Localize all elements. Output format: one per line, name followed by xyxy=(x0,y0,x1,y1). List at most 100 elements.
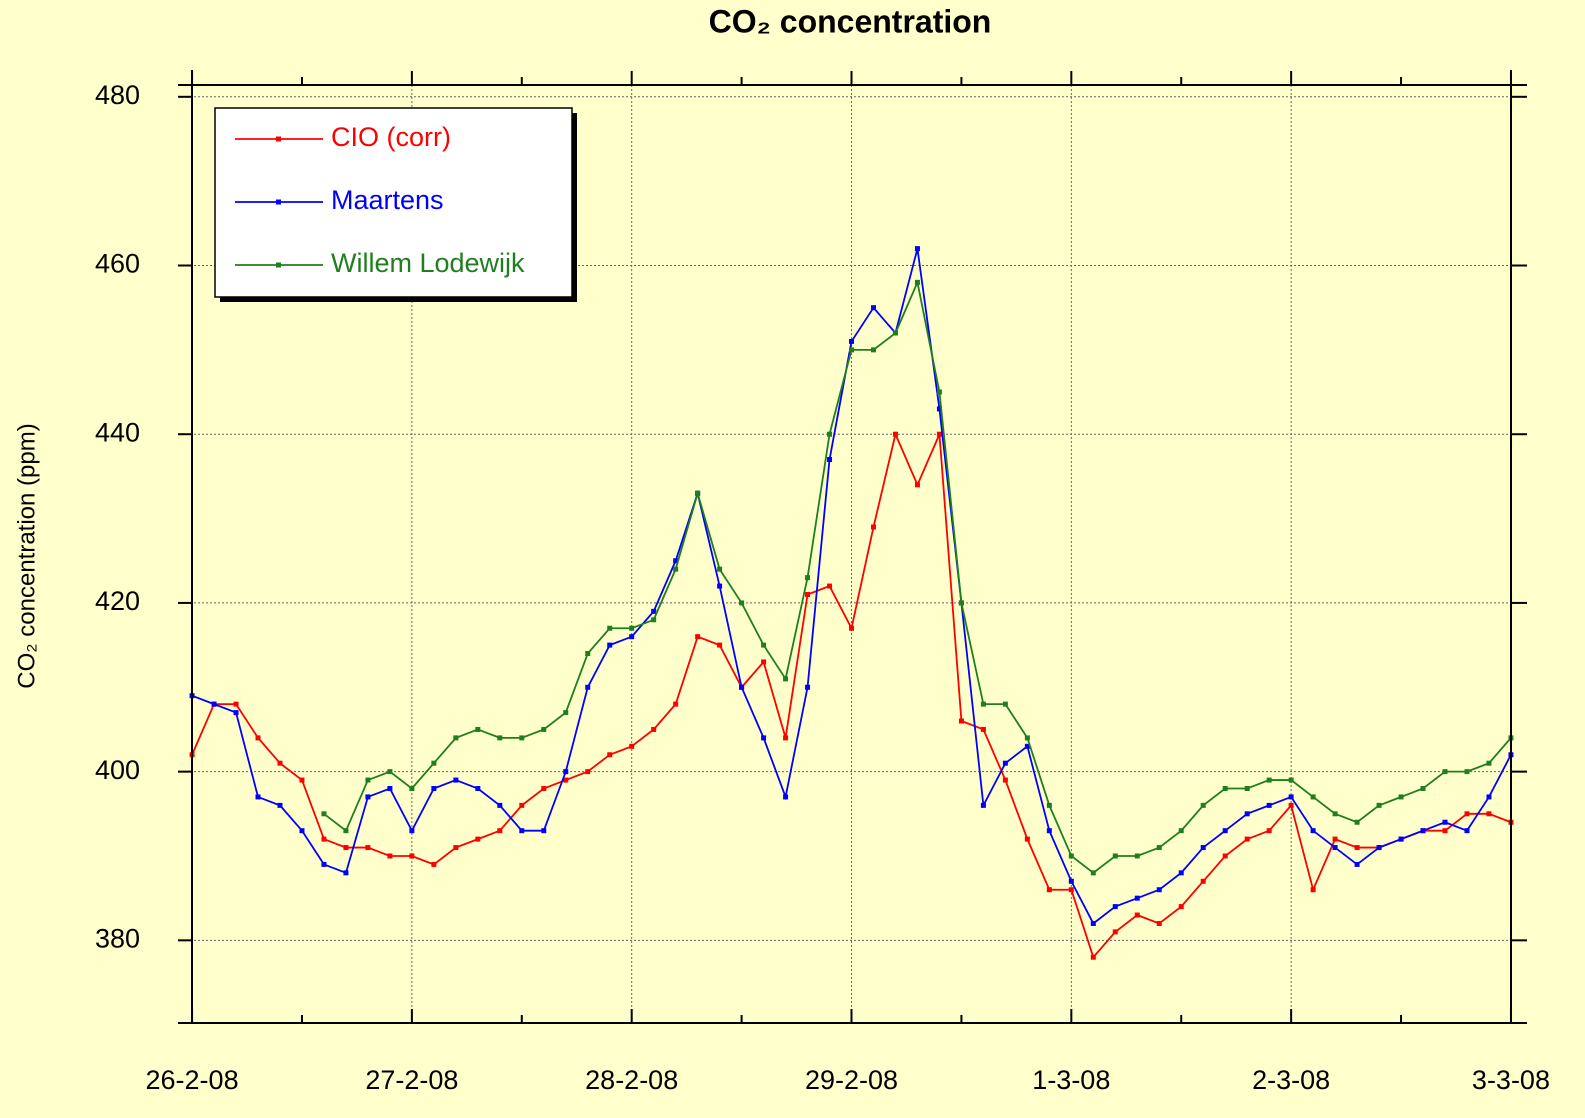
x-tick-label: 3-3-08 xyxy=(1472,1065,1550,1095)
data-point xyxy=(827,431,833,437)
data-point xyxy=(1310,794,1316,800)
data-point xyxy=(936,389,942,395)
data-point xyxy=(849,338,855,344)
data-point xyxy=(1376,845,1382,851)
data-point xyxy=(1288,777,1294,783)
data-point xyxy=(321,836,327,842)
data-point xyxy=(607,625,613,631)
data-point xyxy=(629,634,635,640)
data-point xyxy=(1310,828,1316,834)
legend-label: Willem Lodewijk xyxy=(331,248,525,278)
data-point xyxy=(409,786,415,791)
data-point xyxy=(1090,870,1096,876)
data-point xyxy=(761,642,767,648)
data-point xyxy=(1464,769,1470,775)
data-point xyxy=(1134,853,1140,859)
data-point xyxy=(892,431,898,437)
data-point xyxy=(1266,802,1272,808)
data-point xyxy=(958,718,964,724)
data-point xyxy=(519,828,525,834)
data-point xyxy=(431,760,437,766)
data-point xyxy=(1222,828,1228,834)
data-point xyxy=(980,802,986,808)
data-point xyxy=(387,769,393,775)
data-point xyxy=(321,811,327,817)
data-point xyxy=(1420,828,1426,834)
legend-marker xyxy=(276,262,281,268)
data-point xyxy=(299,828,305,834)
x-tick-label: 2-3-08 xyxy=(1252,1065,1330,1095)
data-point xyxy=(673,558,679,564)
data-point xyxy=(1464,811,1470,817)
data-point xyxy=(343,870,349,876)
data-point xyxy=(1244,811,1250,817)
data-point xyxy=(1332,811,1338,817)
x-tick-label: 1-3-08 xyxy=(1032,1065,1110,1095)
data-point xyxy=(233,710,239,716)
data-point xyxy=(849,347,855,353)
data-point xyxy=(914,482,920,488)
data-point xyxy=(1046,828,1052,834)
data-point xyxy=(1222,786,1228,791)
y-axis-label: CO₂ concentration (ppm) xyxy=(13,423,40,688)
data-point xyxy=(717,566,723,572)
x-tick-label: 27-2-08 xyxy=(365,1065,458,1095)
data-point xyxy=(1002,777,1008,783)
data-point xyxy=(1332,845,1338,851)
data-point xyxy=(1002,760,1008,766)
data-point xyxy=(651,608,657,614)
legend-label: Maartens xyxy=(331,185,444,215)
data-point xyxy=(805,684,811,690)
data-point xyxy=(1420,786,1426,791)
data-point xyxy=(1354,845,1360,851)
data-point xyxy=(914,279,920,285)
data-point xyxy=(1090,954,1096,960)
data-point xyxy=(497,735,503,741)
data-point xyxy=(211,701,217,707)
chart-title: CO₂ concentration xyxy=(709,3,992,39)
data-point xyxy=(607,642,613,648)
y-tick-label: 420 xyxy=(95,586,140,616)
data-point xyxy=(497,802,503,808)
data-point xyxy=(1024,735,1030,741)
data-point xyxy=(255,735,261,741)
data-point xyxy=(1112,853,1118,859)
data-point xyxy=(761,735,767,741)
data-point xyxy=(827,457,833,463)
data-point xyxy=(1310,887,1316,893)
data-point xyxy=(870,524,876,530)
data-point xyxy=(387,786,393,791)
y-tick-label: 480 xyxy=(95,80,140,110)
data-point xyxy=(827,583,833,589)
data-point xyxy=(980,701,986,707)
data-point xyxy=(475,726,481,732)
data-point xyxy=(1178,828,1184,834)
data-point xyxy=(651,726,657,732)
data-point xyxy=(453,845,459,851)
data-point xyxy=(1024,836,1030,842)
data-point xyxy=(277,760,283,766)
data-point xyxy=(1464,828,1470,834)
data-point xyxy=(607,752,613,758)
data-point xyxy=(321,861,327,867)
data-point xyxy=(870,347,876,353)
data-point xyxy=(783,794,789,800)
y-tick-label: 400 xyxy=(95,755,140,785)
data-point xyxy=(805,591,811,597)
data-point xyxy=(541,786,547,791)
data-point xyxy=(1354,819,1360,825)
data-point xyxy=(1332,836,1338,842)
data-point xyxy=(409,828,415,834)
data-point xyxy=(1090,920,1096,926)
data-point xyxy=(629,625,635,631)
data-point xyxy=(1244,786,1250,791)
data-point xyxy=(475,836,481,842)
data-point xyxy=(717,642,723,648)
data-point xyxy=(783,676,789,682)
data-point xyxy=(453,735,459,741)
data-point xyxy=(1200,802,1206,808)
data-point xyxy=(739,600,745,606)
data-point xyxy=(343,828,349,834)
data-point xyxy=(1222,853,1228,859)
